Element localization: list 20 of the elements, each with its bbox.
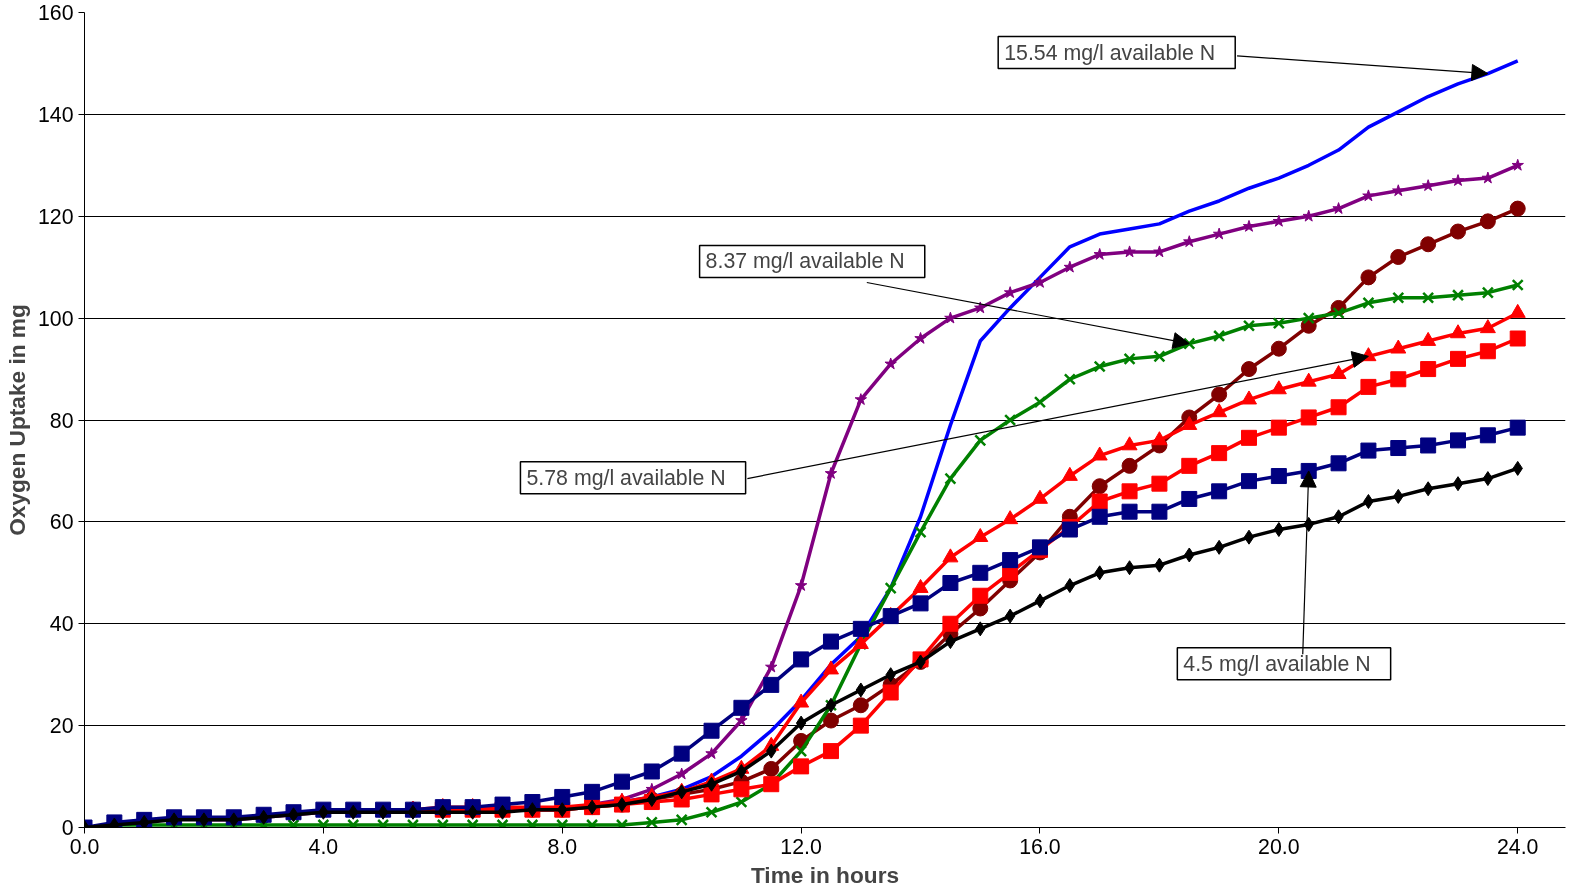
annotation: 4.5 mg/l available N [1183,651,1371,676]
annotation: 15.54 mg/l available N [1004,40,1216,65]
y-tick-label: 140 [37,102,74,127]
y-tick-label: 120 [37,204,74,229]
x-tick-label: 24.0 [1496,834,1539,859]
x-axis-title: Time in hours [750,861,900,888]
y-tick-label: 20 [49,714,74,739]
y-tick-label: 80 [49,408,74,433]
y-tick-label: 60 [49,510,74,535]
y-tick-label: 160 [37,1,74,25]
y-tick-label: 100 [37,306,74,331]
x-tick-label: 16.0 [1019,834,1061,859]
y-tick-label: 40 [49,612,74,637]
x-tick-label: 20.0 [1258,834,1300,859]
y-axis-title: Oxygen Uptake in mg [3,304,30,536]
x-tick-label: 8.0 [547,834,578,859]
annotation: 5.78 mg/l available N [526,465,726,490]
x-tick-label: 12.0 [780,834,823,859]
annotation: 8.37 mg/l available N [705,249,905,274]
x-tick-label: 4.0 [308,834,339,859]
